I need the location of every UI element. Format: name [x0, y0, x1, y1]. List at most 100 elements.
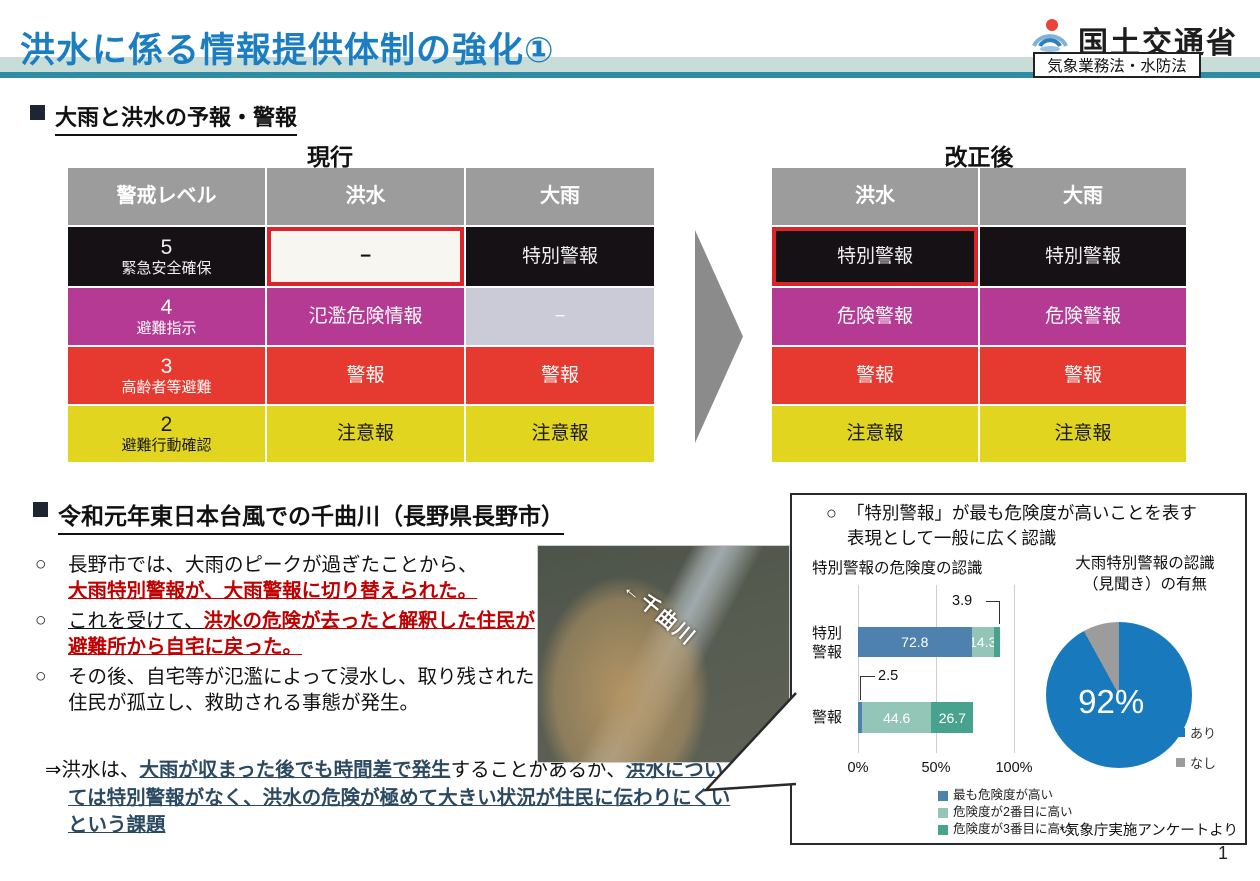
- legend-label: 最も危険度が高い: [953, 788, 1054, 802]
- conclusion-emphasis-2: 洪水については特別警報がなく、洪水の危険が極めて大きい状況が住民に伝わりにくいと…: [68, 759, 731, 836]
- section2-heading-text: 令和元年東日本台風での千曲川（長野県長野市）: [58, 497, 564, 535]
- bar-tokubetsu-keiho: 72.8 14.3: [858, 627, 1000, 657]
- current-level4-cell: 4 避難指示: [68, 288, 265, 345]
- bullet-item: ○ これを受けて、洪水の危険が去ったと解釈した住民が避難所から自宅に戻った。: [35, 608, 537, 660]
- legend-label: 危険度が3番目に高い: [953, 822, 1073, 836]
- conclusion-mid: することがあるが、: [450, 759, 626, 781]
- legend-swatch-icon: [938, 790, 948, 801]
- river-label: ←千曲川: [618, 576, 700, 651]
- bar-segment: 44.6: [861, 702, 932, 733]
- current-flood4-cell: 氾濫危険情報: [267, 288, 464, 345]
- x-tick-50: 50%: [921, 760, 951, 776]
- arrow-right-icon: [695, 230, 743, 443]
- revised-flood3-cell: 警報: [772, 347, 978, 404]
- x-tick-100: 100%: [995, 760, 1033, 776]
- current-table: 警戒レベル 洪水 大雨 5 緊急安全確保 − 特別警報 4 避難指示 氾濫危険情…: [68, 168, 654, 462]
- current-header-rain: 大雨: [466, 168, 654, 225]
- bullet-emphasis-text: 洪水の危険が去ったと解釈した住民が避難所から自宅に戻った。: [68, 610, 536, 658]
- panel-note-line1: 「特別警報」が最も危険度が高いことを表す: [846, 503, 1197, 523]
- bar-callout-3.9: 3.9: [952, 593, 973, 609]
- conclusion-text: ⇒洪水は、大雨が収まった後でも時間差で発生することがあるが、洪水については特別警…: [45, 757, 740, 840]
- pie-title-line1: 大雨特別警報の認識: [1075, 555, 1215, 572]
- bullet-plain-text: 長野市では、大雨のピークが過ぎたことから、: [68, 554, 478, 576]
- pie-chart-title: 大雨特別警報の認識 （見聞き）の有無: [1052, 553, 1238, 595]
- survey-source-note: *気象庁実施アンケートより: [1059, 823, 1238, 839]
- bar-keiho: 44.6 26.7: [858, 702, 974, 733]
- level-number: 5: [160, 235, 173, 259]
- level-action: 避難指示: [136, 319, 197, 337]
- current-flood2-cell: 注意報: [267, 406, 464, 462]
- section1-heading-text: 大雨と洪水の予報・警報: [55, 100, 298, 136]
- bar-segment: [993, 627, 1000, 657]
- bar-category-label: 特別警報: [812, 625, 843, 661]
- callout-connector-line: [986, 601, 1000, 624]
- current-level5-cell: 5 緊急安全確保: [68, 227, 265, 286]
- revised-flood4-cell: 危険警報: [772, 288, 978, 345]
- law-badge: 気象業務法・水防法: [1033, 52, 1201, 78]
- panel-note: ○ 「特別警報」が最も危険度が高いことを表す 表現として一般に広く認識: [826, 501, 1197, 551]
- header-band-dark: [0, 72, 1260, 78]
- bullet-plain-text: その後、自宅等が氾濫によって浸水し、取り残された住民が孤立し、救助される事態が発…: [68, 666, 535, 714]
- current-rain4-cell: −: [466, 288, 654, 345]
- bullet-text: 長野市では、大雨のピークが過ぎたことから、 大雨特別警報が、大雨警報に切り替えら…: [68, 552, 478, 604]
- revised-flood2-cell: 注意報: [772, 406, 978, 462]
- bar-callout-2.5: 2.5: [878, 668, 899, 684]
- panel-note-line2: 表現として一般に広く認識: [846, 528, 1057, 548]
- section2-heading: 令和元年東日本台風での千曲川（長野県長野市）: [33, 497, 564, 535]
- current-rain3-cell: 警報: [466, 347, 654, 404]
- revised-rain2-cell: 注意報: [980, 406, 1186, 462]
- level-action: 高齢者等避難: [121, 378, 212, 396]
- bar-segment: 14.3: [971, 627, 994, 657]
- current-level3-cell: 3 高齢者等避難: [68, 347, 265, 404]
- current-rain2-cell: 注意報: [466, 406, 654, 462]
- level-action: 緊急安全確保: [121, 259, 212, 277]
- bullet-plain-text: これを受けて、: [68, 610, 204, 632]
- bar-segment: 72.8: [858, 627, 972, 657]
- page-title: 洪水に係る情報提供体制の強化①: [20, 31, 555, 70]
- circle-bullet-icon: ○: [35, 666, 47, 687]
- flood-aerial-photo: ←千曲川: [537, 545, 790, 763]
- bar-legend-item: 危険度が2番目に高い: [938, 804, 1072, 821]
- current-level2-cell: 2 避難行動確認: [68, 406, 265, 462]
- circle-bullet-icon: ○: [35, 610, 47, 631]
- revised-flood5-cell-highlighted: 特別警報: [772, 227, 978, 286]
- section1-heading: 大雨と洪水の予報・警報: [30, 100, 298, 136]
- pie-title-line2: （見聞き）の有無: [1082, 576, 1207, 593]
- mlit-logo-icon: [1032, 19, 1068, 52]
- revised-label: 改正後: [944, 144, 1014, 170]
- bullet-text: これを受けて、洪水の危険が去ったと解釈した住民が避難所から自宅に戻った。: [68, 608, 537, 660]
- pie-legend-item: なし: [1176, 753, 1216, 772]
- current-flood3-cell: 警報: [267, 347, 464, 404]
- current-header-flood: 洪水: [267, 168, 464, 225]
- bar-segment: 26.7: [931, 702, 974, 733]
- bar-legend-item: 危険度が3番目に高い: [938, 821, 1072, 838]
- square-bullet-icon: [30, 105, 45, 120]
- revised-table: 洪水 大雨 特別警報 特別警報 危険警報 危険警報 警報 警報 注意報 注意報: [772, 168, 1186, 462]
- revised-rain3-cell: 警報: [980, 347, 1186, 404]
- bar-legend: 最も危険度が高い 危険度が2番目に高い 危険度が3番目に高い: [938, 787, 1072, 838]
- page-number: 1: [1218, 843, 1229, 863]
- header-band-light: [0, 57, 1260, 72]
- callout-connector-line: [860, 676, 875, 700]
- level-number: 2: [160, 413, 173, 437]
- pie-value-label: 92%: [1078, 683, 1145, 721]
- circle-bullet-icon: ○: [826, 503, 837, 523]
- bullet-emphasis-text: 大雨特別警報が、大雨警報に切り替えられた。: [68, 580, 478, 602]
- revised-header-rain: 大雨: [980, 168, 1186, 225]
- gridline-50: [936, 585, 937, 753]
- revised-rain5-cell: 特別警報: [980, 227, 1186, 286]
- revised-rain4-cell: 危険警報: [980, 288, 1186, 345]
- bar-chart-title: 特別警報の危険度の認識: [812, 560, 983, 577]
- bar-category-label: 警報: [812, 709, 843, 726]
- bar-segment: [858, 702, 862, 733]
- pie-legend: あり なし: [1176, 723, 1216, 783]
- gridline-100: [1014, 585, 1015, 753]
- legend-swatch-icon: [1176, 758, 1185, 767]
- revised-header-flood: 洪水: [772, 168, 978, 225]
- legend-swatch-icon: [938, 807, 948, 818]
- x-tick-0: 0%: [847, 760, 869, 776]
- conclusion-prefix: ⇒洪水は、: [45, 759, 140, 781]
- circle-bullet-icon: ○: [35, 554, 47, 575]
- legend-swatch-icon: [938, 824, 948, 835]
